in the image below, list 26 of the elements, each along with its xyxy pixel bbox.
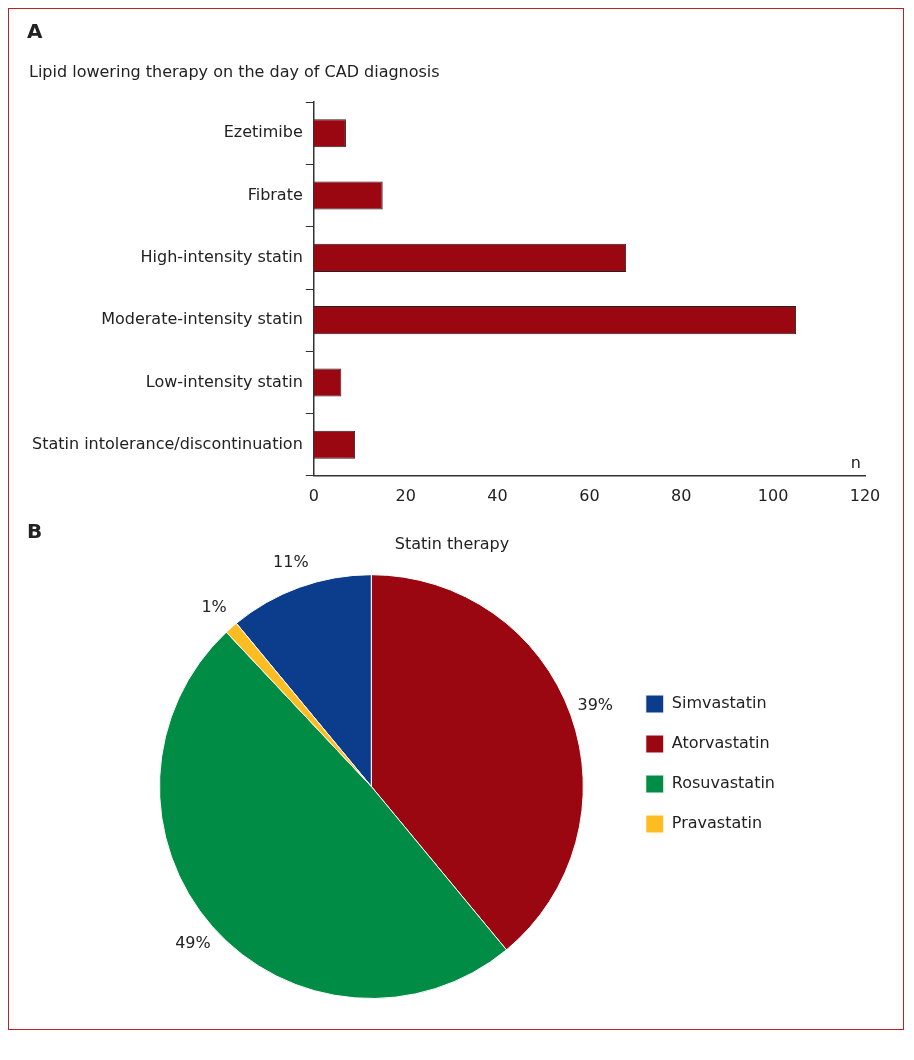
- chart-title: Lipid lowering therapy on the day of CAD diagnosis: [29, 61, 440, 81]
- y-tick-label: Fibrate: [247, 184, 303, 204]
- legend-label: Pravastatin: [671, 813, 763, 833]
- x-tick-label: 120: [849, 485, 881, 505]
- y-tick-label: Ezetimibe: [223, 122, 303, 142]
- data-label: 49%: [175, 933, 211, 953]
- text: A: [27, 19, 43, 44]
- x-axis-title: n: [850, 452, 861, 472]
- x-tick-label: 100: [757, 485, 789, 505]
- legend-label: Simvastatin: [671, 693, 767, 713]
- legend-label: Rosuvastatin: [671, 773, 776, 793]
- x-tick-label: 80: [671, 485, 692, 505]
- y-tick-label: Moderate-intensity statin: [101, 309, 303, 329]
- x-tick-label: 60: [579, 485, 600, 505]
- x-tick-label: 40: [487, 485, 508, 505]
- y-tick-label: High-intensity statin: [140, 247, 303, 267]
- chart-title: Statin therapy: [394, 533, 510, 553]
- text: B: [27, 519, 43, 544]
- x-tick-label: 0: [308, 485, 319, 505]
- y-tick-label: Statin intolerance/discontinuation: [31, 433, 303, 453]
- data-label: 11%: [273, 551, 309, 571]
- data-label: 1%: [201, 597, 227, 617]
- x-tick-label: 20: [395, 485, 416, 505]
- data-label: 39%: [577, 695, 614, 715]
- y-tick-label: Low-intensity statin: [145, 371, 303, 391]
- legend-label: Atorvastatin: [671, 733, 770, 753]
